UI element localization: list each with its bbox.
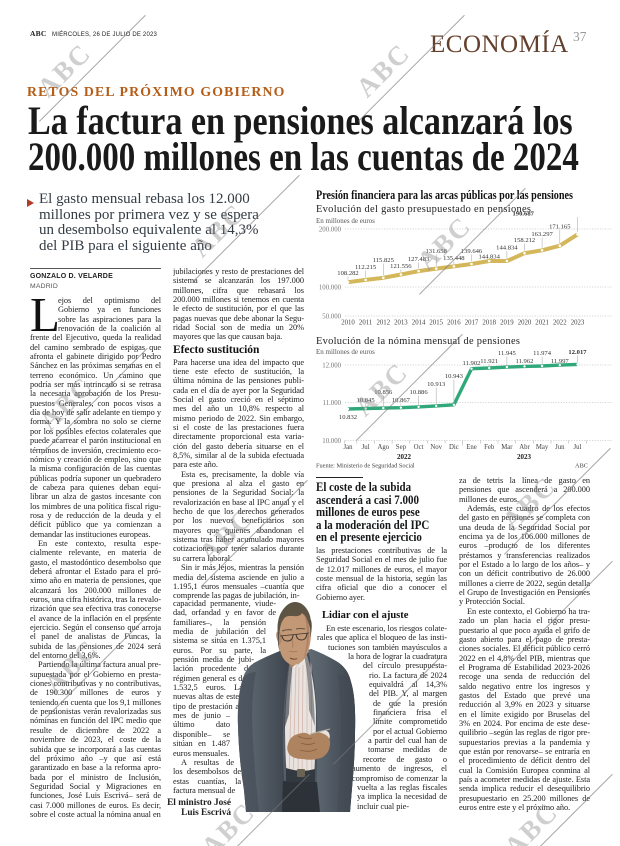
svg-text:Ago: Ago [377,444,389,451]
svg-text:50.000: 50.000 [322,314,341,321]
svg-text:10.832: 10.832 [339,414,357,421]
svg-text:11.974: 11.974 [533,350,552,357]
svg-text:127.483: 127.483 [408,256,430,263]
svg-text:2012: 2012 [377,320,391,327]
svg-text:10.845: 10.845 [357,397,376,404]
svg-text:144.834: 144.834 [496,245,518,252]
svg-text:2014: 2014 [412,320,426,327]
svg-text:Feb: Feb [484,444,495,451]
svg-text:10.943: 10.943 [445,373,464,380]
svg-text:2022: 2022 [397,453,412,461]
svg-text:12.000: 12.000 [322,363,341,370]
svg-text:163.297: 163.297 [531,231,553,238]
svg-text:Mar: Mar [501,444,513,451]
svg-text:2016: 2016 [447,320,461,327]
svg-text:Nov: Nov [430,444,442,451]
svg-text:144.834: 144.834 [478,254,500,261]
svg-text:2020: 2020 [518,320,532,327]
svg-text:11.902: 11.902 [463,360,481,367]
svg-text:2021: 2021 [535,320,549,327]
svg-text:11.921: 11.921 [480,358,498,365]
svg-text:2010: 2010 [341,320,355,327]
svg-text:2019: 2019 [500,320,514,327]
svg-text:100.000: 100.000 [319,285,342,292]
svg-text:Sep: Sep [396,444,407,451]
svg-text:171.165: 171.165 [549,224,571,231]
svg-text:12.017: 12.017 [568,349,587,356]
svg-text:108.282: 108.282 [337,270,358,277]
svg-text:2022: 2022 [553,320,567,327]
svg-text:Jan: Jan [343,444,353,451]
svg-text:200.000: 200.000 [319,227,342,234]
svg-text:11.962: 11.962 [516,358,534,365]
svg-text:Abr: Abr [519,444,530,451]
svg-text:2023: 2023 [517,453,532,461]
svg-text:Jul: Jul [574,444,582,451]
svg-text:11.945: 11.945 [498,350,517,357]
svg-text:2018: 2018 [482,320,496,327]
svg-text:10.886: 10.886 [410,389,429,396]
svg-text:Jun: Jun [555,444,565,451]
svg-text:11.997: 11.997 [551,358,570,365]
svg-text:2011: 2011 [359,320,372,327]
svg-text:158.212: 158.212 [514,237,535,244]
svg-text:Ene: Ene [466,444,477,451]
svg-text:10.000: 10.000 [322,438,341,445]
svg-text:Oct: Oct [414,444,424,451]
svg-text:112.215: 112.215 [355,264,377,271]
svg-text:Jul: Jul [362,444,370,451]
svg-text:139.646: 139.646 [461,248,483,255]
svg-text:2013: 2013 [394,320,408,327]
svg-text:2023: 2023 [571,320,585,327]
svg-text:115.825: 115.825 [373,257,395,264]
svg-text:ABC: ABC [575,463,588,470]
svg-text:Dic: Dic [449,444,459,451]
svg-text:2017: 2017 [465,320,479,327]
svg-text:Fuente: Ministerio de Segurida: Fuente: Ministerio de Seguridad Social [316,463,415,470]
svg-text:10.856: 10.856 [374,389,393,396]
svg-text:10.913: 10.913 [427,381,446,388]
svg-text:May: May [536,444,549,451]
svg-text:2015: 2015 [429,320,443,327]
svg-text:10.867: 10.867 [392,397,411,404]
svg-text:11.000: 11.000 [323,400,342,407]
svg-text:131.658: 131.658 [425,248,447,255]
svg-text:121.556: 121.556 [390,263,412,270]
svg-text:190.687: 190.687 [513,211,535,218]
